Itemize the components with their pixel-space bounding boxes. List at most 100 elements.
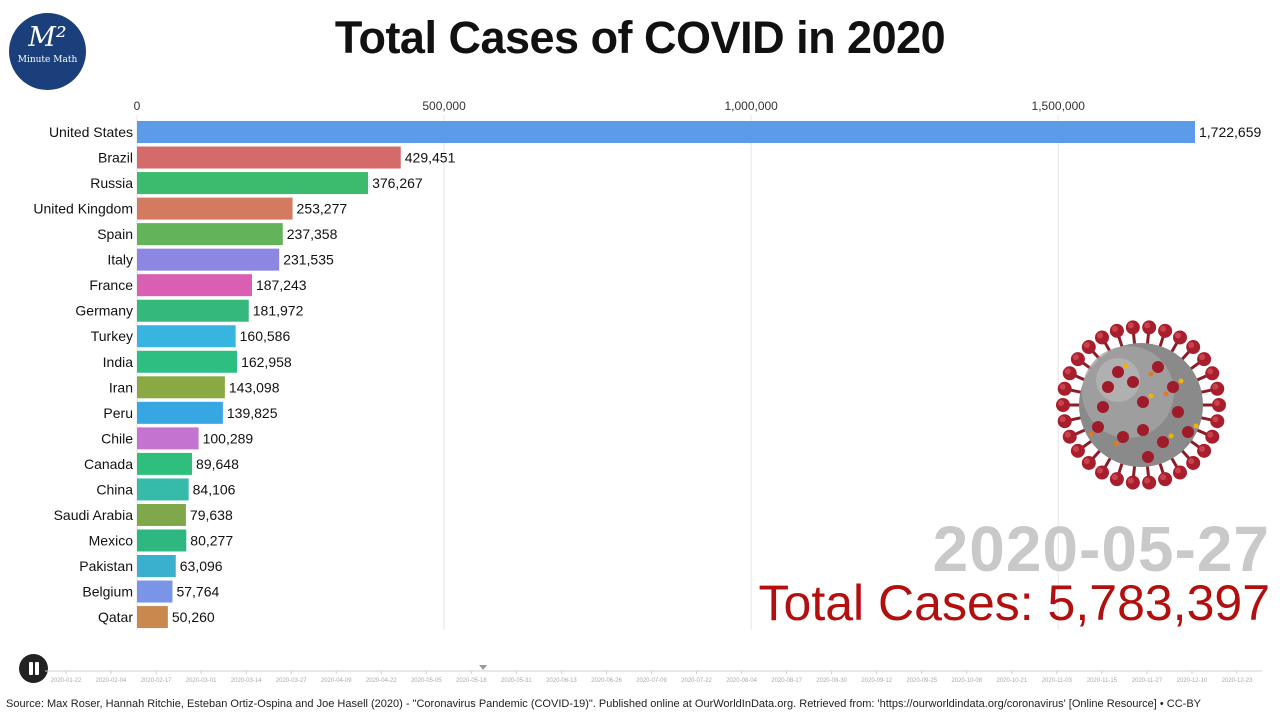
timeline-label: 2020-05-05	[411, 678, 442, 684]
bar	[137, 121, 1195, 143]
bar	[137, 146, 401, 169]
timeline-label: 2020-10-21	[996, 678, 1027, 684]
bar	[137, 452, 193, 475]
bar	[137, 503, 186, 526]
category-label: China	[96, 481, 133, 497]
value-label: 376,267	[372, 175, 423, 191]
bar	[137, 248, 280, 271]
category-label: Peru	[103, 405, 133, 421]
bar	[137, 478, 189, 501]
bar	[137, 172, 369, 195]
value-label: 79,638	[190, 507, 233, 523]
category-label: United Kingdom	[33, 201, 133, 217]
x-tick-label: 500,000	[422, 99, 466, 113]
timeline-label: 2020-12-23	[1222, 678, 1253, 684]
source-citation: Source: Max Roser, Hannah Ritchie, Esteb…	[6, 698, 1202, 710]
value-label: 231,535	[283, 252, 334, 268]
category-label: Belgium	[82, 584, 133, 600]
category-label: France	[89, 277, 133, 293]
category-label: United States	[49, 124, 133, 140]
value-label: 187,243	[256, 277, 307, 293]
bar	[137, 299, 249, 322]
timeline-label: 2020-03-14	[231, 678, 262, 684]
minute-math-logo: M² Minute Math	[9, 13, 86, 90]
value-label: 57,764	[176, 584, 219, 600]
category-label: Russia	[90, 175, 133, 191]
value-label: 143,098	[229, 379, 280, 395]
timeline-label: 2020-06-13	[546, 678, 577, 684]
value-label: 100,289	[203, 430, 254, 446]
value-label: 429,451	[405, 150, 456, 166]
timeline-label: 2020-03-01	[186, 678, 217, 684]
value-label: 63,096	[180, 558, 223, 574]
logo-sub: Minute Math	[17, 55, 78, 65]
value-label: 253,277	[297, 201, 348, 217]
timeline-label: 2020-11-15	[1087, 678, 1118, 684]
bar	[137, 606, 168, 629]
bar	[137, 274, 252, 297]
x-tick-label: 0	[134, 99, 141, 113]
total-cases: Total Cases: 5,783,397	[758, 575, 1270, 631]
timeline-label: 2020-07-09	[636, 678, 667, 684]
category-label: Pakistan	[79, 558, 133, 574]
timeline-label: 2020-01-22	[51, 678, 82, 684]
bar	[137, 325, 236, 348]
timeline-slider[interactable]: 2020-01-22 2020-02-04 2020-02-17 2020-03-01…	[0, 658, 1280, 686]
value-label: 139,825	[227, 405, 278, 421]
timeline-label: 2020-09-12	[861, 678, 892, 684]
timeline-label: 2020-02-04	[96, 678, 127, 684]
value-label: 80,277	[190, 532, 233, 548]
pause-button[interactable]	[19, 654, 48, 683]
bar	[137, 580, 173, 603]
timeline-label: 2020-07-22	[681, 678, 712, 684]
timeline-label: 2020-08-30	[816, 678, 847, 684]
timeline-label: 2020-10-08	[951, 678, 982, 684]
category-label: Spain	[97, 226, 133, 242]
x-tick-label: 1,000,000	[724, 99, 778, 113]
timeline-label: 2020-05-18	[456, 678, 487, 684]
category-label: Saudi Arabia	[54, 507, 134, 523]
bar	[137, 197, 293, 220]
value-label: 1,722,659	[1199, 124, 1261, 140]
logo-main: M²	[28, 22, 67, 53]
value-label: 84,106	[193, 481, 236, 497]
bar-chart: 0 500,000 1,000,000 1,500,000 United States 1…	[33, 99, 1261, 630]
timeline-label: 2020-03-27	[276, 678, 307, 684]
category-label: Chile	[101, 430, 133, 446]
timeline-label: 2020-11-27	[1132, 678, 1163, 684]
bar	[137, 529, 187, 552]
category-label: Iran	[109, 379, 133, 395]
value-label: 50,260	[172, 609, 215, 625]
category-label: Italy	[107, 252, 133, 268]
current-date: 2020-05-27	[932, 513, 1270, 585]
bar	[137, 376, 225, 399]
category-label: Turkey	[91, 328, 133, 344]
category-label: Brazil	[98, 150, 133, 166]
category-label: Mexico	[89, 532, 134, 548]
value-label: 181,972	[253, 303, 304, 319]
bar	[137, 427, 199, 450]
timeline-label: 2020-04-22	[366, 678, 397, 684]
timeline-label: 2020-02-17	[141, 678, 172, 684]
bar	[137, 223, 283, 246]
coronavirus-illustration-icon	[1056, 320, 1226, 490]
bar	[137, 555, 176, 578]
timeline-label: 2020-12-10	[1177, 678, 1208, 684]
timeline-label: 2020-08-17	[771, 678, 802, 684]
timeline-label: 2020-04-09	[321, 678, 352, 684]
timeline-handle[interactable]	[479, 665, 488, 670]
value-label: 237,358	[287, 226, 338, 242]
x-tick-label: 1,500,000	[1032, 99, 1086, 113]
category-label: India	[103, 354, 134, 370]
timeline-label: 2020-05-31	[501, 678, 532, 684]
timeline-label: 2020-08-04	[726, 678, 757, 684]
value-label: 160,586	[240, 328, 291, 344]
bar	[137, 401, 223, 424]
timeline-label: 2020-11-03	[1042, 678, 1073, 684]
category-label: Qatar	[98, 609, 133, 625]
bar	[137, 350, 238, 373]
category-label: Germany	[75, 303, 133, 319]
value-label: 89,648	[196, 456, 239, 472]
timeline-label: 2020-09-25	[906, 678, 937, 684]
timeline-label: 2020-06-26	[591, 678, 622, 684]
